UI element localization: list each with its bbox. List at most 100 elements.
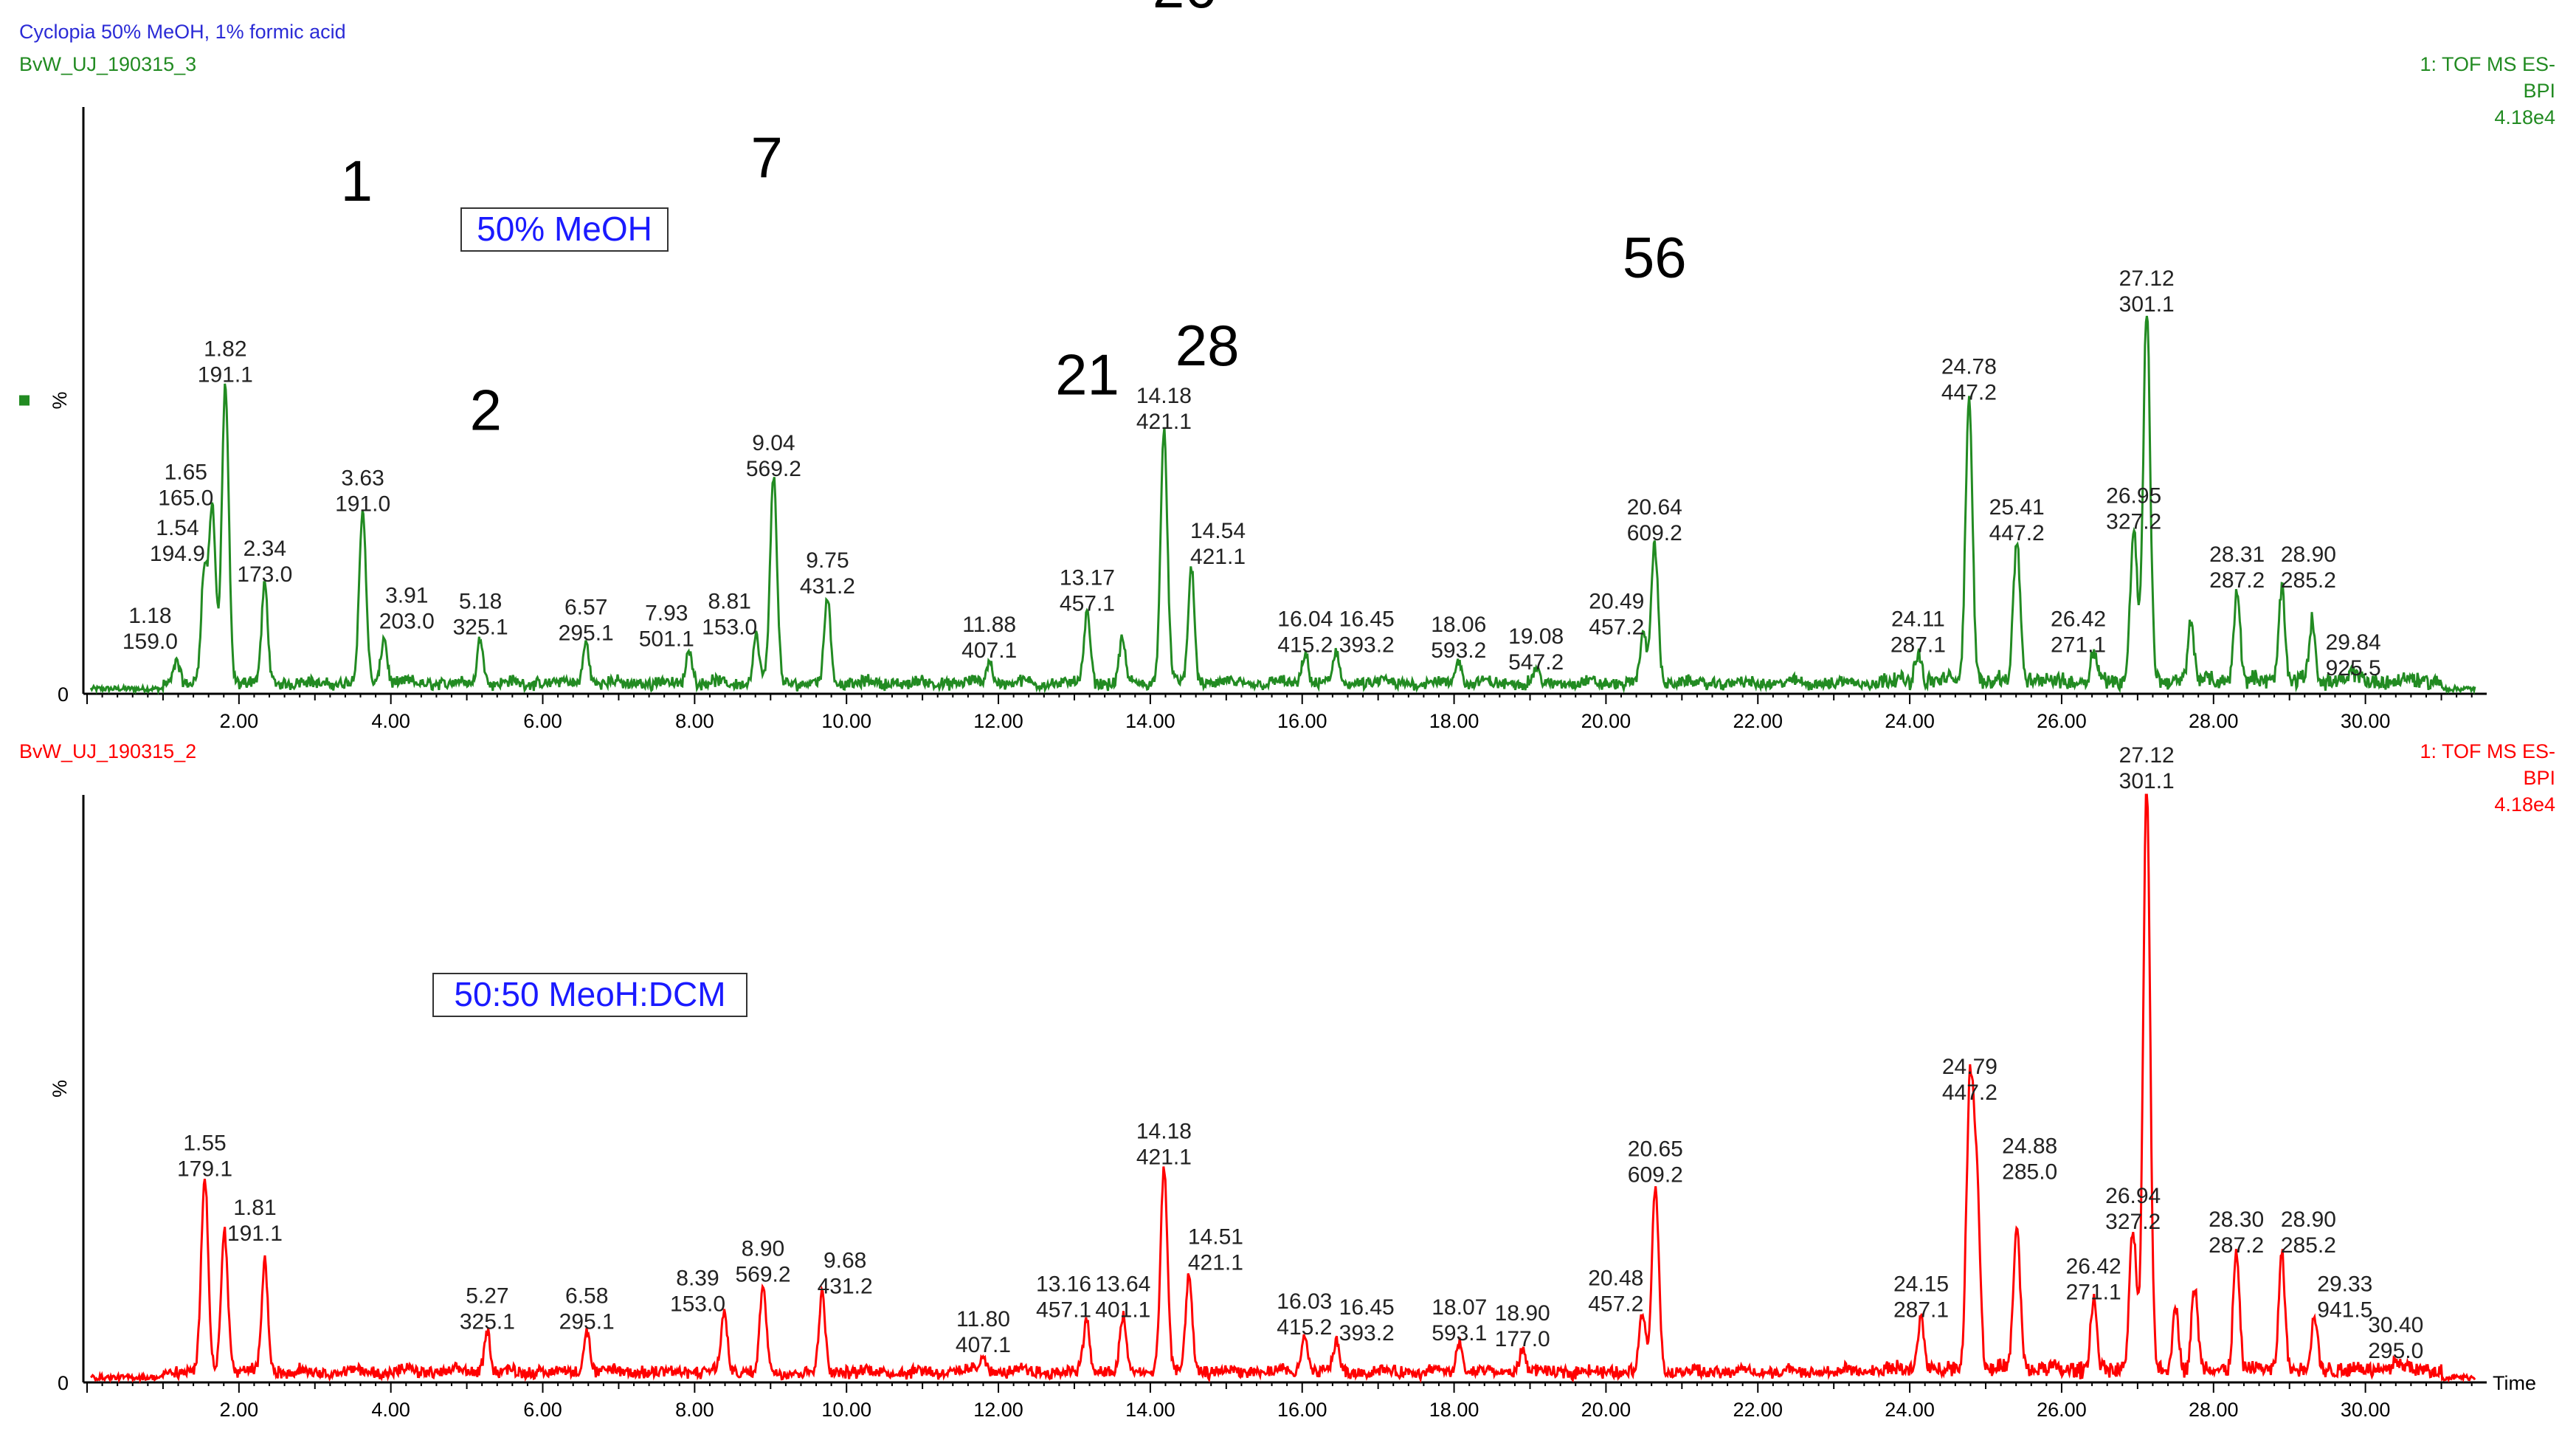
peak-label-rt: 13.16 <box>1036 1272 1091 1296</box>
peak-label-mz: 421.1 <box>1190 545 1246 569</box>
peak-label-mz: 457.1 <box>1060 592 1115 616</box>
compound-number-label: 28 <box>1175 313 1240 378</box>
peak-label-rt: 24.78 <box>1941 354 1997 379</box>
x-tick-label: 28.00 <box>2189 710 2239 732</box>
chromatogram-trace <box>89 315 2476 696</box>
peak-label-rt: 8.81 <box>708 589 751 613</box>
peak-label-mz: 287.1 <box>1890 633 1946 657</box>
peak-label-rt: 26.42 <box>2066 1254 2121 1278</box>
peak-label-rt: 28.90 <box>2281 542 2336 567</box>
peak-label-rt: 9.75 <box>806 548 849 573</box>
x-tick-label: 26.00 <box>2037 1399 2087 1421</box>
sample-id-top: BvW_UJ_190315_3 <box>19 53 197 75</box>
peak-label-mz: 285.0 <box>2002 1160 2057 1184</box>
sample-label-box <box>460 207 669 252</box>
x-tick-label: 12.00 <box>973 710 1023 732</box>
peak-label-mz: 159.0 <box>122 630 178 654</box>
peak-label-rt: 24.88 <box>2002 1134 2057 1158</box>
peak-label-mz: 203.0 <box>379 609 435 633</box>
peak-label-rt: 18.06 <box>1431 613 1486 637</box>
peak-label-mz: 327.2 <box>2106 509 2161 534</box>
peak-label-mz: 609.2 <box>1627 521 1682 545</box>
peak-label-mz: 191.0 <box>335 492 390 516</box>
x-tick-label: 24.00 <box>1885 710 1935 732</box>
peak-label-mz: 407.1 <box>961 638 1017 663</box>
peak-label-mz: 271.1 <box>2066 1280 2121 1304</box>
max-intensity-bottom: 4.18e4 <box>2494 793 2555 816</box>
peak-label-rt: 14.54 <box>1190 519 1246 543</box>
peak-label-mz: 177.0 <box>1495 1327 1550 1351</box>
y-axis-marker-icon <box>19 395 30 406</box>
peak-label-rt: 27.12 <box>2119 266 2175 291</box>
chromatogram-trace <box>90 793 2476 1384</box>
peak-label-mz: 271.1 <box>2051 633 2106 657</box>
peak-label-mz: 609.2 <box>1628 1162 1683 1187</box>
peak-label-rt: 1.18 <box>128 604 171 628</box>
peak-label-mz: 407.1 <box>956 1333 1011 1357</box>
peak-label-mz: 191.1 <box>227 1222 283 1246</box>
peak-label-mz: 287.1 <box>1893 1298 1949 1322</box>
compound-number-label: 2 <box>470 377 502 442</box>
peak-label-mz: 287.2 <box>2209 1233 2264 1258</box>
x-tick-label: 8.00 <box>675 1399 714 1421</box>
peak-label-rt: 3.63 <box>341 466 384 490</box>
peak-label-rt: 5.27 <box>466 1284 508 1308</box>
compound-number-label: 1 <box>341 148 373 213</box>
chromatogram-panel-2: 0% 2.00 4.00 6.00 8.00 10.00 12.00 14.00 16.00 18… <box>49 743 2536 1421</box>
peak-label-mz: 447.2 <box>1942 1081 1997 1105</box>
peak-label-mz: 593.1 <box>1432 1321 1487 1346</box>
peak-label-mz: 415.2 <box>1277 1315 1332 1340</box>
peak-label-mz: 457.2 <box>1589 615 1644 639</box>
peak-label-mz: 421.1 <box>1136 410 1192 434</box>
detector-line1-top: 1: TOF MS ES- <box>2420 53 2555 75</box>
y-axis-label: % <box>49 1080 71 1098</box>
peak-label-rt: 9.04 <box>752 431 795 455</box>
x-tick-label: 2.00 <box>220 1399 259 1421</box>
peak-label-mz: 415.2 <box>1277 633 1333 657</box>
peak-label-mz: 327.2 <box>2105 1210 2161 1234</box>
peak-label-rt: 28.30 <box>2209 1207 2264 1232</box>
x-tick-label: 8.00 <box>675 710 714 732</box>
peak-label-rt: 14.18 <box>1136 384 1192 408</box>
peak-label-rt: 24.15 <box>1893 1272 1949 1296</box>
peak-label-mz: 421.1 <box>1136 1145 1192 1169</box>
peak-label-mz: 569.2 <box>735 1263 790 1287</box>
peak-label-rt: 1.65 <box>165 461 207 485</box>
peak-label-mz: 179.1 <box>177 1157 232 1181</box>
x-tick-label: 12.00 <box>973 1399 1023 1421</box>
peak-label-mz: 421.1 <box>1188 1251 1243 1275</box>
peak-label-rt: 7.93 <box>645 601 688 625</box>
peak-label-rt: 18.90 <box>1495 1301 1550 1326</box>
peak-label-mz: 153.0 <box>670 1292 725 1316</box>
peak-label-rt: 26.95 <box>2106 483 2161 508</box>
peak-label-rt: 20.65 <box>1628 1137 1683 1161</box>
x-tick-label: 30.00 <box>2341 710 2391 732</box>
peak-label-rt: 20.48 <box>1588 1266 1643 1290</box>
peak-label-mz: 295.1 <box>559 621 614 645</box>
peak-label-rt: 16.45 <box>1339 1295 1395 1320</box>
sample-label-text: 50% MeOH <box>477 210 652 248</box>
peak-label-rt: 1.82 <box>204 337 246 362</box>
x-tick-label: 6.00 <box>523 1399 562 1421</box>
peak-label-mz: 457.2 <box>1588 1292 1643 1316</box>
peak-label-mz: 447.2 <box>1941 380 1997 404</box>
peak-label-mz: 431.2 <box>800 574 855 599</box>
figure-title: Cyclopia 50% MeOH, 1% formic acid <box>19 21 346 43</box>
peak-label-rt: 26.42 <box>2051 607 2106 631</box>
peak-label-mz: 401.1 <box>1095 1298 1150 1322</box>
peak-label-mz: 431.2 <box>818 1275 873 1299</box>
peak-label-rt: 28.90 <box>2281 1207 2336 1232</box>
peak-label-rt: 9.68 <box>823 1249 866 1273</box>
sample-label-box <box>432 973 747 1017</box>
peak-label-rt: 26.94 <box>2105 1184 2161 1208</box>
peak-label-mz: 447.2 <box>1989 521 2045 545</box>
peak-label-mz: 173.0 <box>237 562 292 587</box>
peak-label-rt: 8.39 <box>676 1266 719 1290</box>
peak-label-rt: 29.84 <box>2326 630 2381 655</box>
x-tick-label: 4.00 <box>371 1399 410 1421</box>
peak-label-rt: 13.64 <box>1095 1272 1150 1296</box>
peak-label-rt: 1.55 <box>183 1131 226 1155</box>
peak-label-mz: 301.1 <box>2119 769 2175 793</box>
chromatogram-panel-1: 0%2.00 4.00 6.00 8.00 10.00 12.00 14.00 16.00 18… <box>19 0 2487 732</box>
